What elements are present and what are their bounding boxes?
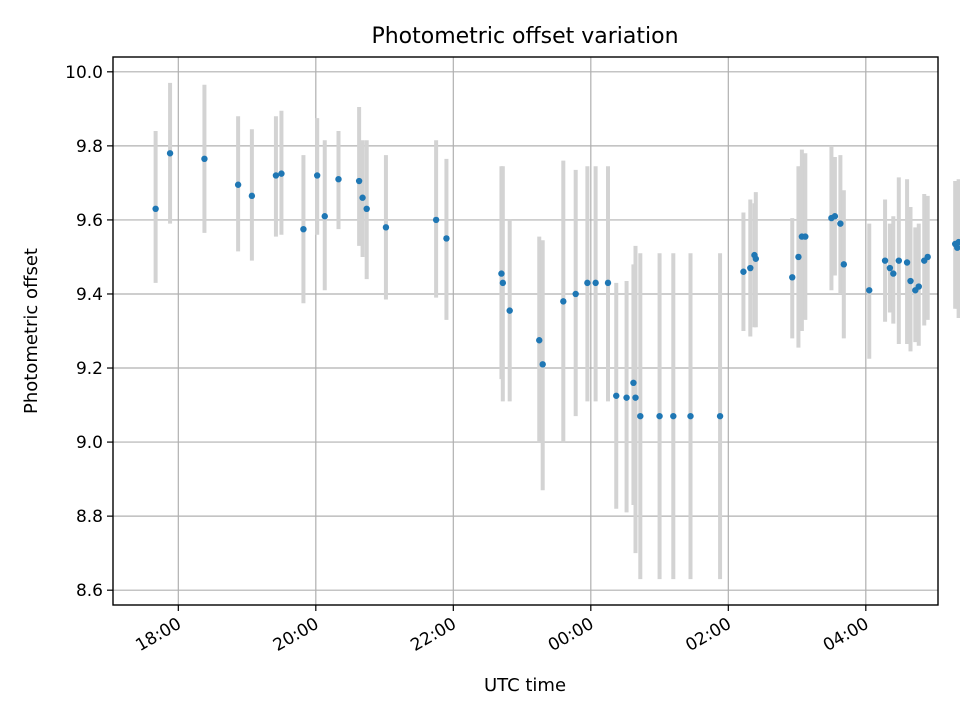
errorbar-layer [153,82,960,580]
y-axis-label: Photometric offset [21,248,42,414]
data-point [630,379,637,387]
data-point [201,155,208,163]
data-point [903,259,911,266]
data-point [613,392,620,399]
data-point [866,287,873,294]
data-point [740,268,747,275]
data-point [234,181,242,188]
data-point [890,270,897,277]
data-point [895,257,903,264]
data-point [795,253,802,261]
data-point [536,337,543,344]
y-tick-label: 8.8 [76,507,103,527]
y-tick-label: 9.6 [76,211,103,231]
data-point [498,270,505,277]
data-point [637,412,644,420]
data-point [313,172,321,179]
data-point [382,224,390,231]
data-point [840,261,848,268]
data-point [166,150,174,157]
data-point [670,412,677,420]
data-point [604,279,612,287]
data-point [802,233,809,240]
data-point [623,394,630,401]
data-point [560,298,567,305]
data-point [831,213,839,220]
data-point [572,290,579,298]
data-point [152,205,159,213]
chart-title: Photometric offset variation [371,24,678,49]
data-point [837,220,844,227]
data-point [278,170,285,177]
data-point [656,412,663,420]
x-axis: 18:00 20:00 22:00 00:00 02:00 04:00 06:00 [132,605,960,656]
x-tick-label: 18:00 [132,614,184,656]
x-tick-label: 02:00 [682,614,734,656]
plot-frame [112,56,939,606]
data-point [955,238,960,246]
data-point [506,307,513,314]
y-tick-label: 9.0 [76,433,103,453]
y-tick-label: 9.2 [76,359,103,379]
y-tick-label: 10.0 [65,63,103,83]
data-point [632,394,639,401]
x-tick-label: 00:00 [545,614,597,656]
data-point [359,194,366,201]
data-point [907,277,914,285]
data-point [881,257,889,264]
data-point [335,175,342,183]
data-point [584,279,591,287]
point-layer [152,150,960,420]
y-tick-label: 8.6 [76,581,103,601]
data-point [248,192,256,200]
y-tick-label: 9.8 [76,137,103,157]
data-point [924,253,931,261]
data-point [539,361,546,368]
data-point [499,279,507,287]
data-point [915,283,922,290]
data-point [687,412,694,420]
data-point [355,177,363,185]
x-tick-label: 20:00 [270,614,322,656]
y-tick-label: 9.4 [76,285,103,305]
data-point [789,274,796,281]
data-point [592,279,599,287]
data-point [954,244,960,251]
x-tick-label: 22:00 [407,614,459,656]
data-point [363,205,370,213]
data-point [716,412,724,420]
data-point [432,216,440,224]
x-tick-label: 04:00 [820,614,872,656]
data-point [272,172,280,179]
data-point [443,235,450,242]
y-axis: 8.6 8.8 9.0 9.2 9.4 9.6 9.8 10.0 [65,63,113,601]
data-point [886,264,894,272]
x-axis-label: UTC time [484,675,566,696]
data-point [300,225,307,233]
data-point [752,255,760,262]
data-point [747,264,754,272]
data-point [321,213,328,220]
